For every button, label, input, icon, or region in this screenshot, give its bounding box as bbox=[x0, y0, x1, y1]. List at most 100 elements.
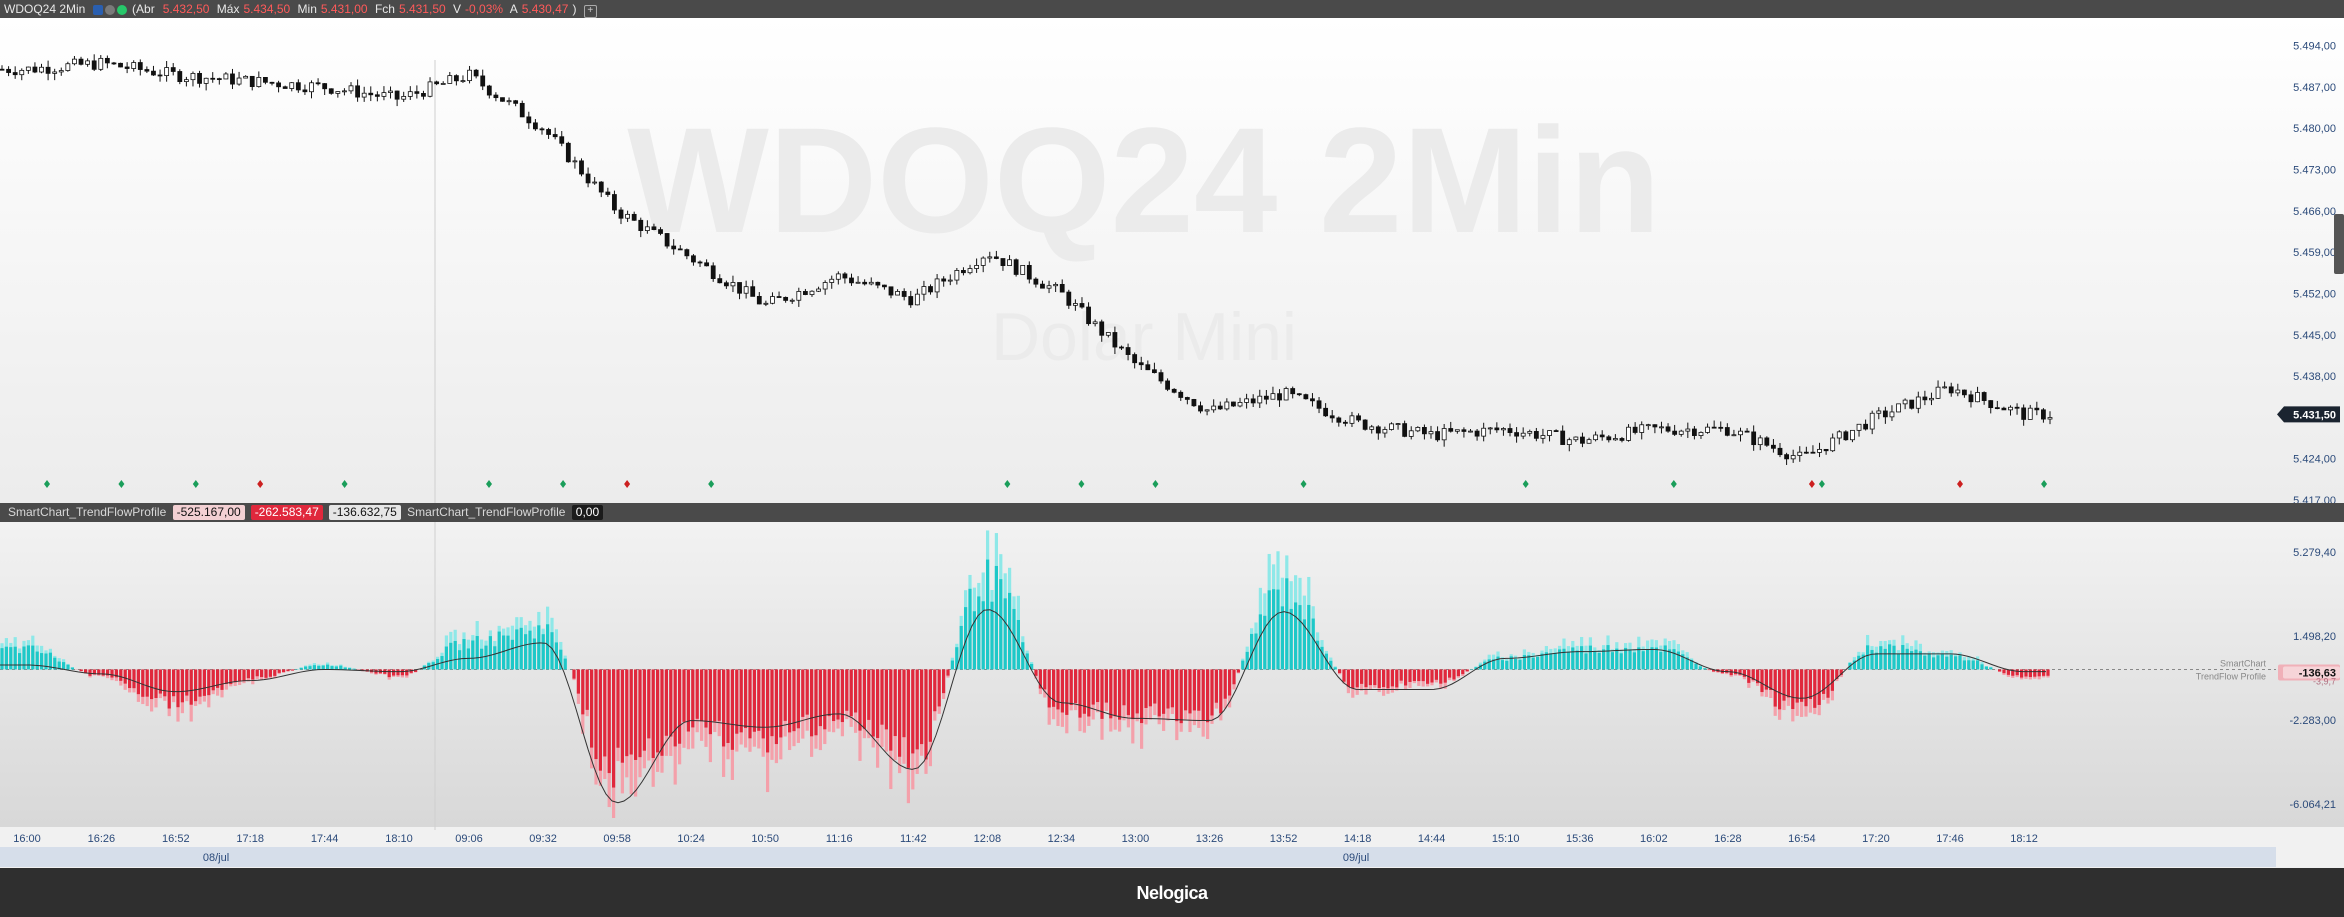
indicator-bar-negative bbox=[409, 669, 413, 673]
candle-up bbox=[1408, 430, 1414, 437]
indicator-bar-negative bbox=[792, 669, 796, 732]
candle-up bbox=[1020, 264, 1026, 275]
indicator-bar-negative bbox=[1056, 669, 1060, 710]
candle-down bbox=[1336, 417, 1342, 423]
indicator-bar-negative bbox=[1998, 669, 2002, 672]
candle-down bbox=[1231, 401, 1236, 407]
candle-up bbox=[361, 92, 367, 98]
indicator-bar-positive bbox=[1540, 653, 1544, 670]
indicator-bar-negative bbox=[928, 669, 932, 742]
indicator-bar-positive bbox=[497, 631, 501, 670]
indicator-bar-negative bbox=[1465, 669, 1469, 672]
indicator-bar-negative bbox=[1043, 669, 1047, 690]
indicator-bar-negative bbox=[1166, 669, 1170, 709]
indicator-bar-positive bbox=[1593, 651, 1597, 670]
time-tick-label: 17:46 bbox=[1936, 833, 1964, 845]
indicator-bar-negative bbox=[1707, 669, 1711, 671]
indicator-bar-positive bbox=[1571, 647, 1575, 670]
indicator-bar-positive bbox=[1637, 647, 1641, 670]
indicator-bar-positive bbox=[1632, 652, 1636, 670]
indicator-bar-negative bbox=[1808, 669, 1812, 700]
price-tick-label: 5.452,00 bbox=[2293, 288, 2336, 300]
indicator-bar-positive bbox=[1496, 656, 1500, 670]
candle-down bbox=[1619, 438, 1625, 441]
candle-down bbox=[282, 86, 288, 89]
indicator-bar-positive bbox=[1289, 608, 1293, 670]
candle-up bbox=[1797, 451, 1803, 456]
time-tick-label: 18:12 bbox=[2010, 833, 2038, 845]
indicator-bar-positive bbox=[1914, 649, 1918, 670]
candle-up bbox=[1889, 411, 1895, 418]
indicator-bar-positive bbox=[546, 624, 550, 670]
indicator-bar-negative bbox=[669, 669, 673, 737]
bot-icon[interactable] bbox=[92, 4, 103, 15]
buy-signal-marker bbox=[341, 480, 348, 488]
candle-down bbox=[513, 100, 519, 104]
add-study-icon[interactable]: + bbox=[583, 5, 597, 18]
indicator-name-2[interactable]: SmartChart_TrendFlowProfile bbox=[407, 505, 566, 519]
indicator-bar-positive bbox=[537, 625, 541, 670]
ohlc-close-label: Fch bbox=[374, 2, 395, 16]
indicator-name[interactable]: SmartChart_TrendFlowProfile bbox=[8, 505, 167, 519]
indicator-bar-positive bbox=[326, 664, 330, 670]
indicator-bar-positive bbox=[1650, 647, 1654, 670]
indicator-bar-positive bbox=[1580, 646, 1584, 670]
buy-signal-marker bbox=[560, 480, 567, 488]
time-tick-label: 16:52 bbox=[162, 833, 190, 845]
candle-down bbox=[1672, 430, 1678, 435]
candle-down bbox=[1718, 426, 1724, 429]
indicator-bar-positive bbox=[70, 667, 74, 670]
indicator-tick-label: -2.283,00 bbox=[2290, 715, 2336, 727]
time-tick-label: 16:54 bbox=[1788, 833, 1816, 845]
settings-icon[interactable] bbox=[104, 4, 115, 15]
indicator-bar-negative bbox=[801, 669, 805, 717]
indicator-bar-negative bbox=[1791, 669, 1795, 710]
indicator-bar-negative bbox=[1830, 669, 1834, 691]
indicator-bar-negative bbox=[180, 669, 184, 703]
candle-up bbox=[1487, 427, 1493, 430]
indicator-bar-negative bbox=[1091, 669, 1095, 705]
indicator-bar-negative bbox=[1228, 669, 1232, 696]
candle-down bbox=[322, 83, 328, 90]
indicator-bar-negative bbox=[695, 669, 699, 719]
candle-up bbox=[1955, 389, 1961, 394]
indicator-bar-negative bbox=[1786, 669, 1790, 698]
indicator-bar-negative bbox=[1426, 669, 1430, 684]
status-icon[interactable] bbox=[116, 4, 127, 15]
candle-up bbox=[730, 282, 736, 287]
indicator-bar-negative bbox=[198, 669, 202, 697]
indicator-bar-positive bbox=[1276, 589, 1280, 670]
candle-down bbox=[651, 226, 657, 230]
indicator-bar-positive bbox=[1241, 660, 1245, 670]
indicator-bar-positive bbox=[13, 646, 17, 670]
candle-down bbox=[546, 129, 551, 135]
candle-down bbox=[2041, 409, 2046, 420]
buy-signal-marker bbox=[708, 480, 715, 488]
indicator-bar-negative bbox=[2046, 669, 2050, 676]
indicator-bar-negative bbox=[158, 669, 162, 694]
candle-down bbox=[295, 82, 301, 91]
indicator-bar-negative bbox=[84, 669, 88, 673]
candle-up bbox=[243, 75, 249, 79]
indicator-bar-positive bbox=[1483, 661, 1487, 670]
candle-down bbox=[565, 142, 571, 163]
time-tick-label: 16:26 bbox=[88, 833, 116, 845]
side-panel-handle[interactable] bbox=[2334, 214, 2344, 274]
symbol-label[interactable]: WDOQ24 2Min bbox=[4, 2, 86, 16]
candle-up bbox=[1382, 429, 1388, 434]
candle-down bbox=[6, 68, 11, 73]
price-tick-label: 5.466,00 bbox=[2293, 206, 2336, 218]
indicator-bar-negative bbox=[1188, 669, 1192, 714]
indicator-bar-negative bbox=[1408, 669, 1412, 682]
indicator-bar-negative bbox=[1742, 669, 1746, 677]
candle-down bbox=[1553, 430, 1559, 432]
indicator-bar-negative bbox=[1206, 669, 1210, 723]
candle-down bbox=[1948, 386, 1954, 394]
indicator-bar-positive bbox=[1316, 640, 1320, 670]
indicator-bar-negative bbox=[1214, 669, 1218, 703]
indicator-bar-positive bbox=[1245, 651, 1249, 670]
candle-down bbox=[1152, 369, 1157, 374]
candle-up bbox=[1092, 321, 1098, 325]
indicator-bar-positive bbox=[31, 645, 35, 670]
